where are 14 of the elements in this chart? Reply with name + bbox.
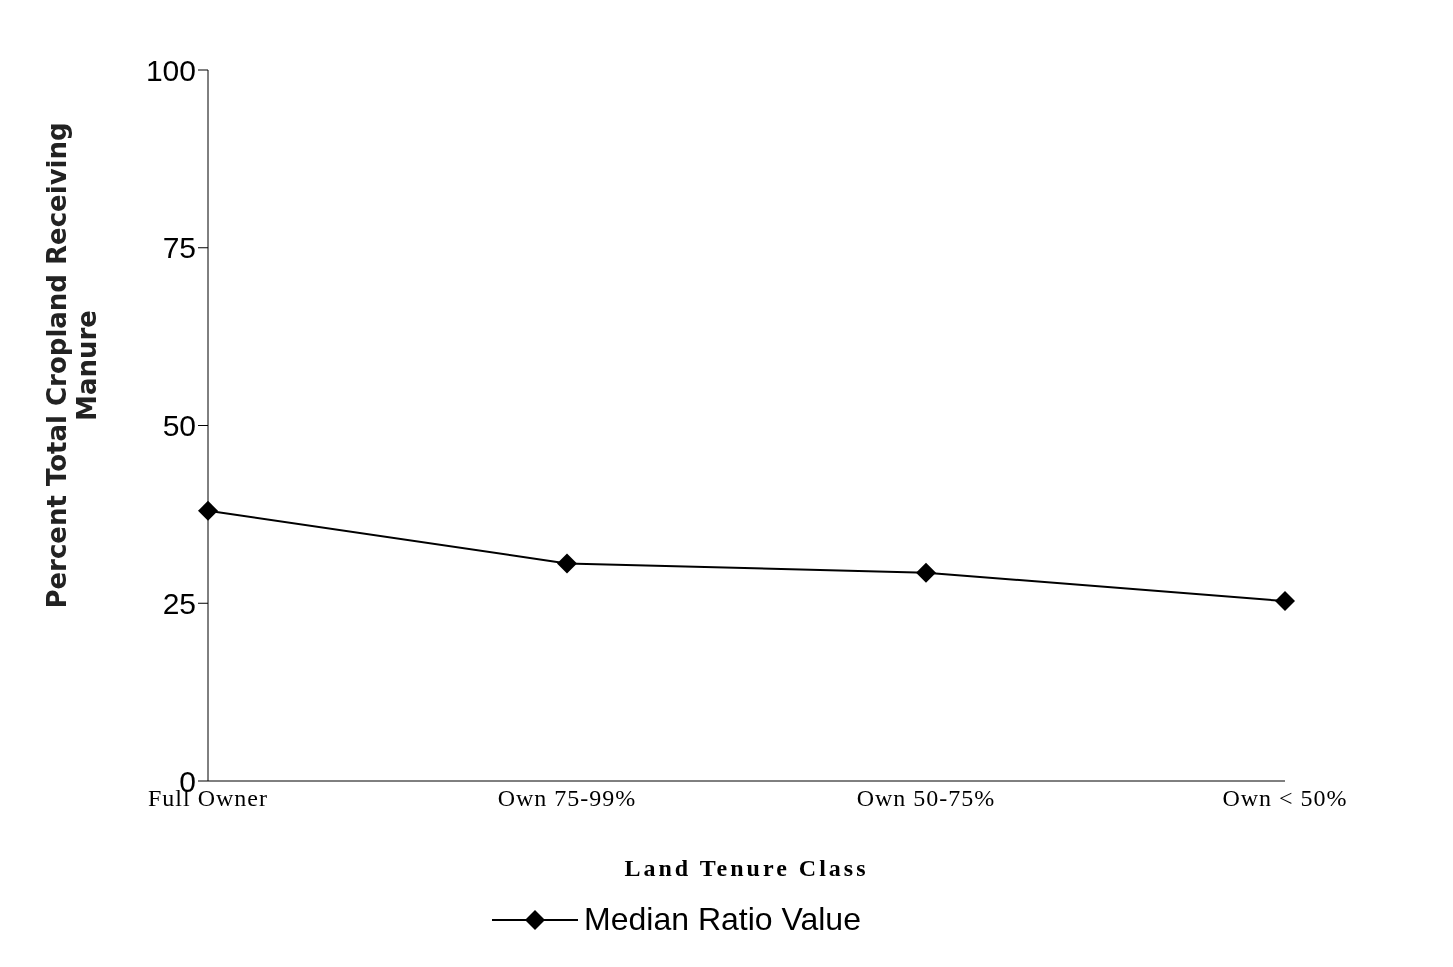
y-tick-label: 100 bbox=[145, 53, 196, 87]
y-tick-label: 25 bbox=[162, 586, 196, 620]
y-axis-title: Percent Total Cropland Receiving Manure bbox=[42, 122, 102, 609]
x-tick-label: Own < 50% bbox=[1222, 785, 1348, 812]
point bbox=[557, 553, 577, 574]
y-tick-label: 50 bbox=[162, 409, 196, 443]
y-tick-label: 75 bbox=[162, 231, 196, 265]
legend-label: Median Ratio Value bbox=[584, 901, 861, 938]
point bbox=[916, 562, 936, 583]
x-tick-label: Own 75-99% bbox=[497, 785, 637, 812]
x-axis-title: Land Tenure Class bbox=[624, 855, 869, 882]
point bbox=[1275, 591, 1295, 612]
x-tick-label: Own 50-75% bbox=[856, 785, 996, 812]
point bbox=[198, 500, 218, 521]
